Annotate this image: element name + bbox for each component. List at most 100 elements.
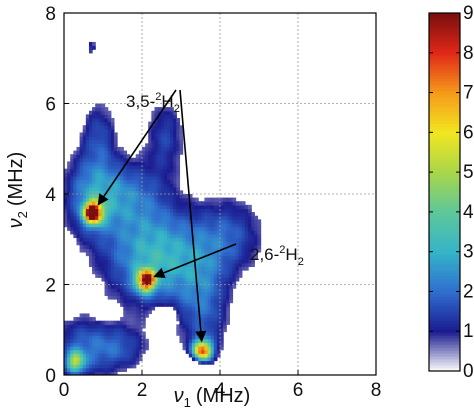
heat-cell [160, 190, 165, 195]
heat-cell [76, 353, 81, 358]
heat-cell [110, 136, 115, 141]
heat-cell [157, 143, 162, 148]
heat-cell [95, 262, 99, 267]
heat-cell [145, 248, 149, 253]
heat-cell [213, 338, 218, 344]
heat-cell [88, 146, 93, 152]
heat-cell [110, 371, 115, 375]
heat-cell [95, 132, 99, 137]
heat-cell [173, 215, 177, 220]
heat-cell [98, 241, 103, 246]
heat-cell [73, 222, 78, 228]
heat-cell [142, 168, 146, 173]
heat-cell [138, 277, 143, 282]
heat-cell [104, 262, 109, 267]
heat-cell [110, 212, 115, 217]
heat-cell [76, 183, 81, 188]
heat-cell [132, 230, 137, 235]
heat-cell [88, 219, 93, 224]
heat-cell [117, 364, 121, 369]
heat-cell [88, 154, 93, 159]
heat-cell [195, 327, 199, 333]
heat-cell [160, 125, 165, 130]
heat-cell [113, 172, 118, 177]
heat-cell [232, 244, 237, 249]
heat-cell [107, 136, 112, 141]
heat-cell [92, 226, 96, 231]
heat-cell [223, 208, 227, 213]
heat-cell [170, 266, 174, 271]
heat-cell [138, 172, 143, 177]
heat-cell [85, 132, 90, 137]
heat-cell [92, 143, 96, 148]
heat-cell [185, 295, 190, 300]
heat-cell [113, 204, 118, 210]
heat-cell [248, 237, 252, 242]
heat-cell [210, 335, 215, 340]
heat-cell [154, 114, 159, 119]
heat-cell [148, 291, 152, 296]
heat-cell [123, 259, 127, 264]
heat-cell [70, 194, 74, 199]
heat-cell [107, 291, 112, 296]
heat-cell [85, 327, 90, 333]
heat-cell [254, 237, 259, 242]
heat-cell [126, 295, 131, 300]
heat-cell [191, 302, 196, 307]
heat-cell [117, 241, 121, 246]
heat-cell [198, 241, 202, 246]
heat-cell [117, 161, 121, 166]
heat-cell [88, 197, 93, 202]
heat-cell [185, 194, 190, 199]
heat-cell [229, 270, 234, 275]
heat-cell [188, 201, 193, 206]
heat-cell [92, 222, 96, 228]
heat-cell [98, 168, 103, 173]
heat-cell [235, 215, 240, 220]
heat-cell [148, 168, 152, 173]
heat-cell [160, 172, 165, 177]
heat-cell [223, 226, 227, 231]
heat-cell [176, 165, 181, 170]
heat-cell [95, 273, 99, 278]
heat-cell [238, 273, 243, 278]
heat-cell [107, 230, 112, 235]
heat-cell [173, 244, 177, 249]
heat-cell [185, 226, 190, 231]
heat-cell [117, 284, 121, 289]
heat-cell [204, 233, 209, 239]
heat-cell [113, 338, 118, 344]
colorbar-segment [429, 290, 460, 294]
heat-cell [73, 346, 78, 351]
heat-cell [207, 284, 212, 289]
heat-cell [188, 241, 193, 246]
heat-cell [220, 197, 224, 202]
heat-cell [95, 335, 99, 340]
heat-cell [198, 201, 202, 206]
heat-cell [135, 237, 140, 242]
heat-cell [117, 165, 121, 170]
heat-cell [213, 237, 218, 242]
heat-cell [120, 212, 124, 217]
heat-cell [195, 215, 199, 220]
heat-cell [101, 179, 106, 184]
heat-cell [173, 288, 177, 293]
heat-cell [123, 342, 127, 347]
heat-cell [154, 237, 159, 242]
heat-cell [257, 241, 262, 246]
heat-cell [210, 259, 215, 264]
heat-cell [138, 306, 143, 311]
heat-cell [142, 288, 146, 293]
heat-cell [70, 360, 74, 365]
heat-cell [132, 313, 137, 318]
heat-cell [207, 204, 212, 210]
colorbar-segment [429, 159, 460, 163]
heat-cell [210, 327, 215, 333]
heat-cell [173, 237, 177, 242]
heat-cell [120, 222, 124, 228]
heat-cell [123, 204, 127, 210]
heat-cell [179, 226, 184, 231]
heat-cell [120, 215, 124, 220]
